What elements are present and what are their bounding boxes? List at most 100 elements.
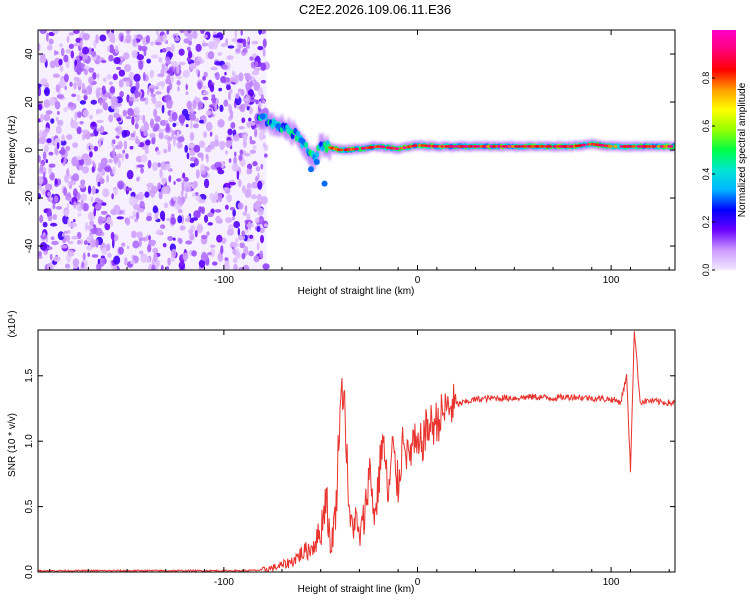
- noise-blob: [81, 129, 89, 135]
- signal-ridge: [256, 106, 675, 187]
- noise-blob: [64, 85, 67, 90]
- noise-region: [38, 30, 270, 270]
- noise-blob: [80, 179, 86, 186]
- noise-blob: [189, 148, 196, 156]
- noise-blob: [241, 252, 246, 260]
- noise-blob: [260, 94, 264, 102]
- noise-blob: [189, 131, 195, 141]
- noise-blob: [140, 154, 148, 163]
- noise-blob: [43, 113, 51, 122]
- noise-blob: [237, 227, 241, 236]
- noise-blob: [231, 38, 239, 43]
- noise-blob: [258, 100, 262, 109]
- noise-blob: [218, 193, 223, 203]
- noise-blob: [143, 130, 148, 137]
- noise-blob: [47, 44, 53, 51]
- noise-blob: [233, 156, 237, 166]
- noise-blob: [77, 213, 82, 217]
- noise-blob: [166, 85, 170, 94]
- noise-blob: [139, 250, 144, 255]
- noise-blob: [86, 245, 93, 251]
- noise-blob: [242, 97, 249, 102]
- peak-blob: [489, 145, 494, 148]
- noise-blob: [122, 52, 130, 60]
- noise-blob: [200, 206, 205, 215]
- noise-blob: [166, 69, 173, 75]
- noise-blob: [214, 191, 219, 201]
- core-blob: [275, 123, 282, 129]
- noise-blob: [89, 220, 94, 227]
- noise-blob: [175, 33, 179, 37]
- noise-blob: [202, 96, 209, 101]
- noise-blob: [38, 251, 42, 257]
- noise-blob: [253, 67, 261, 72]
- noise-blob: [117, 159, 121, 168]
- noise-blob: [72, 142, 78, 149]
- noise-blob: [231, 70, 236, 77]
- noise-blob: [126, 245, 130, 249]
- noise-blob: [237, 202, 244, 210]
- noise-blob: [163, 148, 168, 154]
- noise-blob: [46, 32, 49, 42]
- noise-blob: [259, 250, 264, 259]
- noise-blob: [93, 145, 99, 152]
- noise-blob: [69, 222, 78, 228]
- noise-blob: [105, 243, 111, 252]
- noise-blob: [223, 99, 229, 107]
- noise-blob: [248, 250, 254, 257]
- noise-blob: [42, 221, 48, 228]
- noise-blob: [171, 129, 175, 140]
- top-ytick-label: -20: [24, 190, 35, 205]
- noise-blob: [130, 132, 136, 138]
- noise-blob: [231, 216, 236, 221]
- noise-blob: [242, 150, 247, 154]
- noise-blob: [66, 134, 73, 140]
- peak-blob: [475, 145, 480, 148]
- noise-blob: [216, 167, 223, 171]
- noise-blob: [113, 57, 121, 65]
- noise-blob: [186, 100, 193, 110]
- noise-blob: [72, 30, 80, 34]
- noise-blob: [44, 87, 50, 97]
- noise-blob: [176, 178, 182, 182]
- noise-blob: [215, 72, 220, 81]
- noise-blob: [177, 195, 182, 205]
- noise-blob: [130, 260, 136, 265]
- noise-blob: [254, 61, 259, 67]
- noise-blob: [226, 194, 232, 203]
- noise-blob: [90, 121, 97, 128]
- noise-blob: [185, 124, 189, 128]
- noise-blob: [69, 81, 73, 87]
- noise-blob: [140, 253, 148, 263]
- noise-blob: [38, 255, 43, 260]
- noise-blob: [50, 118, 55, 124]
- noise-blob: [251, 181, 259, 189]
- noise-blob: [186, 152, 190, 160]
- noise-blob: [168, 175, 172, 183]
- noise-blob: [186, 215, 190, 220]
- noise-blob: [152, 162, 158, 172]
- noise-blob: [167, 257, 171, 266]
- noise-blob: [205, 121, 213, 132]
- top-xlabel: Height of straight line (km): [298, 286, 415, 297]
- bottom-xtick-label: -100: [214, 577, 234, 588]
- noise-blob: [192, 192, 196, 198]
- noise-blob: [62, 232, 65, 237]
- noise-blob: [220, 245, 224, 255]
- noise-blob: [260, 195, 268, 205]
- noise-blob: [128, 215, 135, 220]
- bottom-xtick-label: 0: [415, 577, 421, 588]
- noise-blob: [235, 48, 241, 53]
- noise-blob: [122, 109, 128, 117]
- noise-blob: [154, 86, 159, 90]
- top-xtick-label: 0: [415, 275, 421, 286]
- noise-blob: [56, 110, 60, 115]
- noise-blob: [159, 168, 162, 178]
- noise-blob: [227, 104, 232, 108]
- noise-blob: [153, 252, 158, 262]
- noise-blob: [182, 70, 190, 78]
- noise-blob: [217, 119, 225, 128]
- noise-blob: [110, 96, 118, 106]
- noise-blob: [67, 218, 71, 228]
- colorbar-tick-label: 0.6: [701, 120, 711, 133]
